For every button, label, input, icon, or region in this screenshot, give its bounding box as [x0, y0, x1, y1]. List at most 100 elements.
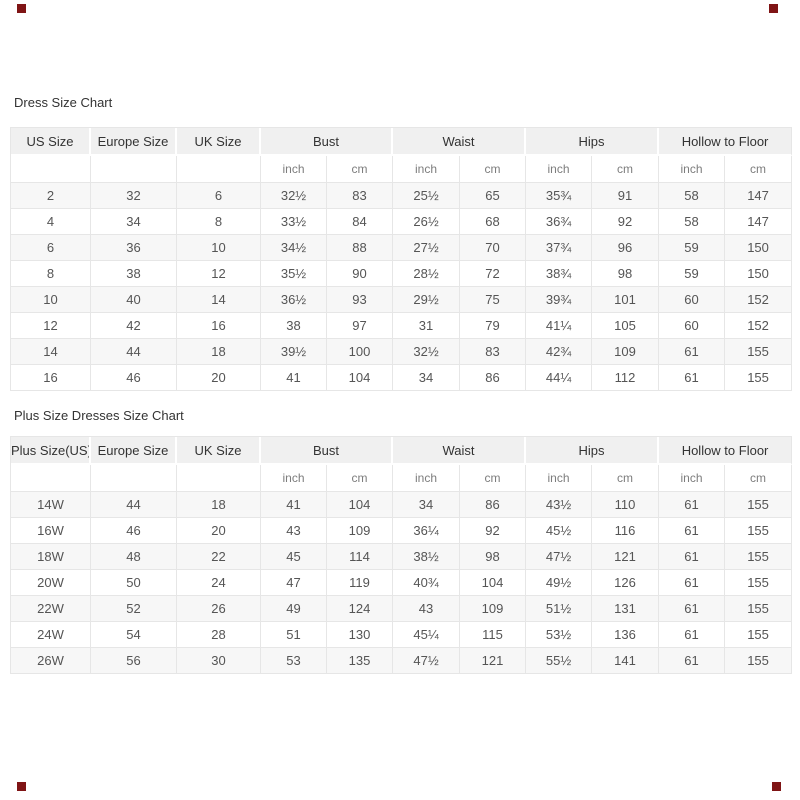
column-header: Waist: [393, 128, 527, 156]
column-header: Hips: [526, 128, 660, 156]
unit-header-cell: inch: [261, 465, 327, 492]
measurement-cell: 29½: [393, 287, 461, 313]
measurement-cell: 150: [725, 235, 793, 261]
measurement-cell: 53½: [526, 622, 593, 648]
measurement-cell: 26: [177, 596, 261, 622]
column-header: Waist: [393, 437, 527, 465]
table-row: 16 46 20 41 104 34 86 44¼ 112 61 155: [11, 365, 793, 391]
unit-header-cell: inch: [659, 465, 726, 492]
dress-size-chart-title: Dress Size Chart: [14, 95, 113, 110]
measurement-cell: 47½: [526, 544, 593, 570]
measurement-cell: 131: [592, 596, 660, 622]
measurement-cell: 10: [177, 235, 261, 261]
unit-header-cell: cm: [327, 156, 394, 183]
measurement-cell: 96: [592, 235, 660, 261]
measurement-cell: 32: [91, 183, 177, 209]
unit-header-cell: cm: [327, 465, 394, 492]
measurement-cell: 45½: [526, 518, 593, 544]
measurement-cell: 27½: [393, 235, 461, 261]
measurement-cell: 34: [91, 209, 177, 235]
measurement-cell: 121: [460, 648, 527, 674]
measurement-cell: 155: [725, 544, 793, 570]
measurement-cell: 12: [177, 261, 261, 287]
measurement-cell: 92: [592, 209, 660, 235]
measurement-cell: 100: [327, 339, 394, 365]
measurement-cell: 83: [327, 183, 394, 209]
measurement-cell: 41: [261, 365, 327, 391]
measurement-cell: 116: [592, 518, 660, 544]
measurement-cell: 56: [91, 648, 177, 674]
size-cell: 6: [11, 235, 91, 261]
unit-header-cell: cm: [460, 156, 527, 183]
measurement-cell: 49: [261, 596, 327, 622]
measurement-cell: 119: [327, 570, 394, 596]
measurement-cell: 147: [725, 183, 793, 209]
measurement-cell: 155: [725, 648, 793, 674]
measurement-cell: 147: [725, 209, 793, 235]
unit-header-row: inch cm inch cm inch cm inch cm: [11, 156, 793, 183]
unit-header-cell: cm: [725, 156, 793, 183]
measurement-cell: 152: [725, 287, 793, 313]
measurement-cell: 43: [393, 596, 461, 622]
measurement-cell: 30: [177, 648, 261, 674]
measurement-cell: 50: [91, 570, 177, 596]
corner-mark-top-right: [769, 4, 778, 13]
measurement-cell: 75: [460, 287, 527, 313]
size-cell: 20W: [11, 570, 91, 596]
size-cell: 22W: [11, 596, 91, 622]
measurement-cell: 24: [177, 570, 261, 596]
measurement-cell: 97: [327, 313, 394, 339]
measurement-cell: 152: [725, 313, 793, 339]
measurement-cell: 36: [91, 235, 177, 261]
size-cell: 2: [11, 183, 91, 209]
table-row: 2 32 6 32½ 83 25½ 65 35¾ 91 58 147: [11, 183, 793, 209]
measurement-cell: 34: [393, 492, 461, 518]
measurement-cell: 121: [592, 544, 660, 570]
measurement-cell: 124: [327, 596, 394, 622]
measurement-cell: 98: [592, 261, 660, 287]
measurement-cell: 40: [91, 287, 177, 313]
unit-header-row: inch cm inch cm inch cm inch cm: [11, 465, 793, 492]
measurement-cell: 104: [460, 570, 527, 596]
measurement-cell: 14: [177, 287, 261, 313]
table-row: 22W 52 26 49 124 43 109 51½ 131 61 155: [11, 596, 793, 622]
measurement-cell: 112: [592, 365, 660, 391]
unit-header-cell: cm: [725, 465, 793, 492]
unit-header-cell: cm: [460, 465, 527, 492]
empty-header-cell: [91, 465, 177, 492]
measurement-cell: 36½: [261, 287, 327, 313]
measurement-cell: 86: [460, 365, 527, 391]
measurement-cell: 33½: [261, 209, 327, 235]
empty-header-cell: [11, 465, 91, 492]
measurement-cell: 55½: [526, 648, 593, 674]
measurement-cell: 36¼: [393, 518, 461, 544]
measurement-cell: 26½: [393, 209, 461, 235]
measurement-cell: 51: [261, 622, 327, 648]
size-cell: 16: [11, 365, 91, 391]
corner-mark-bottom-left: [17, 782, 26, 791]
measurement-cell: 155: [725, 365, 793, 391]
measurement-cell: 61: [659, 518, 726, 544]
measurement-cell: 38: [91, 261, 177, 287]
measurement-cell: 25½: [393, 183, 461, 209]
unit-header-cell: cm: [592, 465, 660, 492]
column-header: Bust: [261, 128, 394, 156]
column-header: Europe Size: [91, 437, 177, 465]
table-row: 20W 50 24 47 119 40¾ 104 49½ 126 61 155: [11, 570, 793, 596]
size-cell: 14: [11, 339, 91, 365]
measurement-cell: 28: [177, 622, 261, 648]
measurement-cell: 54: [91, 622, 177, 648]
size-cell: 10: [11, 287, 91, 313]
unit-header-cell: inch: [393, 465, 461, 492]
measurement-cell: 110: [592, 492, 660, 518]
unit-header-cell: inch: [526, 156, 593, 183]
measurement-cell: 35¾: [526, 183, 593, 209]
measurement-cell: 58: [659, 209, 726, 235]
measurement-cell: 45: [261, 544, 327, 570]
column-header: US Size: [11, 128, 91, 156]
measurement-cell: 51½: [526, 596, 593, 622]
plus-size-table: Plus Size(US) Europe Size UK Size Bust Waist…: [10, 436, 793, 674]
measurement-cell: 41¼: [526, 313, 593, 339]
unit-header-cell: inch: [659, 156, 726, 183]
table-row: 14W 44 18 41 104 34 86 43½ 110 61 155: [11, 492, 793, 518]
